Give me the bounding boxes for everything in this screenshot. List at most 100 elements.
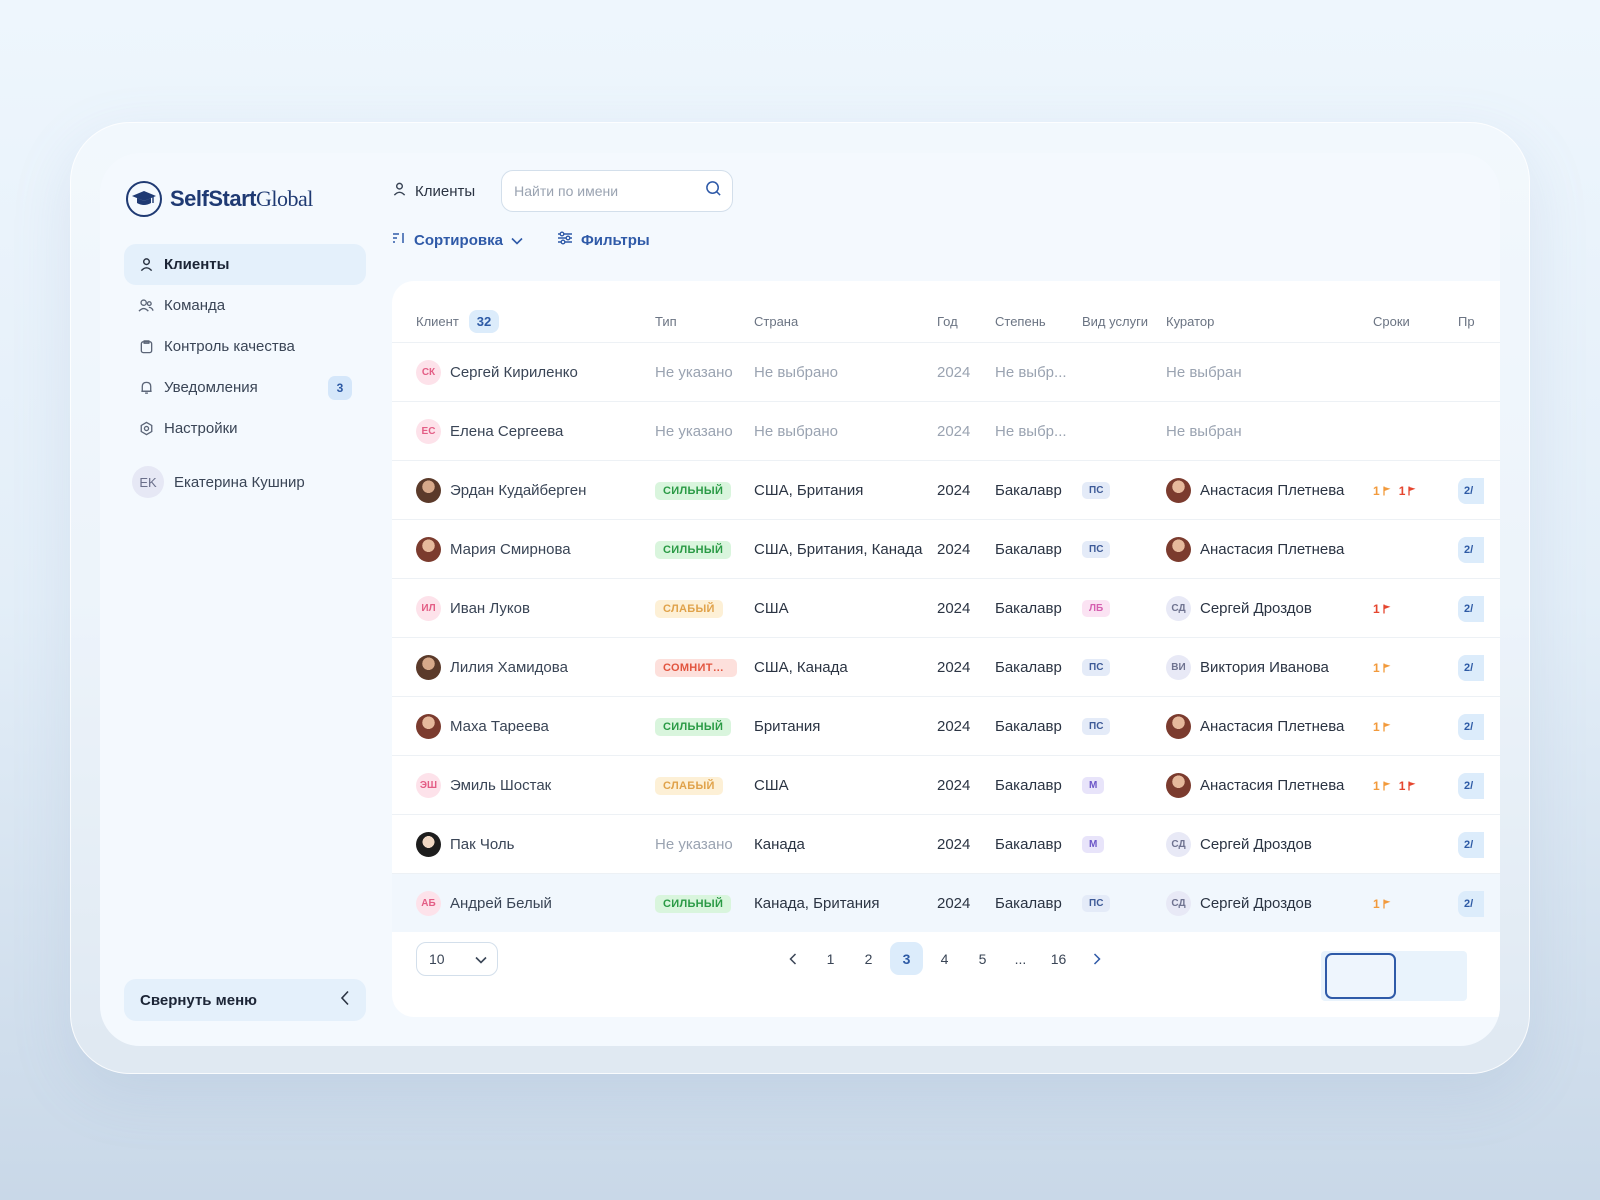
client-name[interactable]: Эрдан Кудайберген <box>450 482 587 499</box>
column-service[interactable]: Вид услуги <box>1082 313 1149 329</box>
client-name[interactable]: Пак Чоль <box>450 836 515 853</box>
curator-cell[interactable]: СД Сергей Дроздов <box>1166 579 1312 638</box>
prev-page-button[interactable] <box>776 942 809 975</box>
page-button[interactable]: 5 <box>978 950 987 967</box>
year-cell: 2024 <box>937 541 971 558</box>
progress-badge: 2/ <box>1458 772 1484 799</box>
current-user[interactable]: EK Екатерина Кушнир <box>132 466 305 498</box>
table-header: Клиент 32 Тип Страна Год Степень Вид усл… <box>392 303 1500 339</box>
client-cell[interactable]: СК Сергей Кириленко <box>416 343 578 402</box>
curator-cell[interactable]: Анастасия Плетнева <box>1166 461 1344 520</box>
sort-button[interactable]: Сортировка <box>392 231 523 249</box>
per-page-select[interactable]: 10 <box>416 942 498 976</box>
column-type[interactable]: Тип <box>655 313 677 329</box>
curator-cell[interactable]: Не выбран <box>1166 402 1242 461</box>
client-name[interactable]: Иван Луков <box>450 600 530 617</box>
next-page-button[interactable] <box>1080 942 1113 975</box>
client-cell[interactable]: Пак Чоль <box>416 815 514 874</box>
curator-cell[interactable]: Анастасия Плетнева <box>1166 756 1344 815</box>
table-row[interactable]: Эрдан Кудайберген СИЛЬНЫЙ США, Британия 202… <box>392 460 1500 519</box>
view-toggle-selected[interactable] <box>1325 953 1396 999</box>
client-name[interactable]: Елена Сергеева <box>450 423 564 440</box>
sidebar-nav: Клиенты Команда Контроль качества Уведом… <box>124 244 366 449</box>
sidebar-item-label: Уведомления <box>164 379 258 396</box>
curator-cell[interactable]: ВИ Виктория Иванова <box>1166 638 1329 697</box>
table-row[interactable]: ЭШ Эмиль Шостак СЛАБЫЙ США 2024 Бакалавр М Анас… <box>392 755 1500 814</box>
sidebar-item-team[interactable]: Команда <box>124 285 366 326</box>
column-terms[interactable]: Сроки <box>1373 313 1410 329</box>
curator-name: Анастасия Плетнева <box>1200 718 1345 735</box>
deadline-flag: 1 <box>1373 484 1391 498</box>
client-cell[interactable]: Мария Смирнова <box>416 520 571 579</box>
sidebar-item-settings[interactable]: Настройки <box>124 408 366 449</box>
degree-cell: Не выбр... <box>995 364 1067 381</box>
curator-cell[interactable]: Анастасия Плетнева <box>1166 697 1344 756</box>
flag-icon <box>1383 663 1391 672</box>
type-tag: СЛАБЫЙ <box>655 599 723 618</box>
curator-cell[interactable]: СД Сергей Дроздов <box>1166 874 1312 933</box>
table-row[interactable]: Мария Смирнова СИЛЬНЫЙ США, Британия, Кана… <box>392 519 1500 578</box>
client-cell[interactable]: ЭШ Эмиль Шостак <box>416 756 551 815</box>
sidebar-item-clients[interactable]: Клиенты <box>124 244 366 285</box>
gear-icon <box>138 421 154 437</box>
avatar: СД <box>1166 891 1191 916</box>
column-curator[interactable]: Куратор <box>1166 313 1215 329</box>
sidebar-item-label: Контроль качества <box>164 338 295 355</box>
client-name[interactable]: Мария Смирнова <box>450 541 571 558</box>
collapse-menu-button[interactable]: Свернуть меню <box>124 979 366 1021</box>
view-toggle-widget[interactable] <box>1321 951 1467 1001</box>
degree-cell: Бакалавр <box>995 718 1062 735</box>
page-button[interactable]: 4 <box>940 950 949 967</box>
column-pr[interactable]: Пр <box>1458 313 1475 329</box>
terms-cell: 1 <box>1373 579 1391 638</box>
table-body: СК Сергей Кириленко Не указано Не выбрано 20… <box>392 342 1500 932</box>
page-button[interactable]: 1 <box>826 950 835 967</box>
table-row[interactable]: СК Сергей Кириленко Не указано Не выбрано 20… <box>392 342 1500 401</box>
table-row[interactable]: Маха Тареева СИЛЬНЫЙ Британия 2024 Бакалавр П… <box>392 696 1500 755</box>
table-row[interactable]: ЕС Елена Сергеева Не указано Не выбрано 2024… <box>392 401 1500 460</box>
degree-cell: Бакалавр <box>995 895 1062 912</box>
table-row[interactable]: Пак Чоль Не указано Канада 2024 Бакалавр М СД С… <box>392 814 1500 873</box>
sidebar-item-quality-control[interactable]: Контроль качества <box>124 326 366 367</box>
degree-cell: Бакалавр <box>995 659 1062 676</box>
column-country[interactable]: Страна <box>754 313 799 329</box>
search-box[interactable] <box>501 170 734 212</box>
curator-name: Сергей Дроздов <box>1200 600 1312 617</box>
curator-cell[interactable]: Анастасия Плетнева <box>1166 520 1344 579</box>
search-input[interactable] <box>514 183 695 199</box>
year-cell: 2024 <box>937 895 971 912</box>
clients-count-badge: 32 <box>468 309 500 333</box>
page-button[interactable]: 16 <box>1050 950 1067 967</box>
client-name[interactable]: Лилия Хамидова <box>450 659 568 676</box>
client-cell[interactable]: Маха Тареева <box>416 697 549 756</box>
client-name[interactable]: Андрей Белый <box>450 895 552 912</box>
table-row[interactable]: ИЛ Иван Луков СЛАБЫЙ США 2024 Бакалавр ЛБ СД Сер… <box>392 578 1500 637</box>
client-name[interactable]: Эмиль Шостак <box>450 777 552 794</box>
client-name[interactable]: Сергей Кириленко <box>450 364 578 381</box>
search-icon[interactable] <box>705 180 722 202</box>
client-name[interactable]: Маха Тареева <box>450 718 549 735</box>
curator-cell[interactable]: Не выбран <box>1166 343 1242 402</box>
client-cell[interactable]: Лилия Хамидова <box>416 638 568 697</box>
page-button[interactable]: 2 <box>864 950 873 967</box>
service-tag: М <box>1082 777 1105 794</box>
logo[interactable]: SelfStartGlobal <box>126 181 313 217</box>
filter-button[interactable]: Фильтры <box>557 231 650 249</box>
curator-cell[interactable]: СД Сергей Дроздов <box>1166 815 1312 874</box>
column-degree[interactable]: Степень <box>995 313 1046 329</box>
client-cell[interactable]: ИЛ Иван Луков <box>416 579 530 638</box>
client-cell[interactable]: ЕС Елена Сергеева <box>416 402 563 461</box>
page-button-current[interactable]: 3 <box>890 942 923 975</box>
client-cell[interactable]: АБ Андрей Белый <box>416 874 552 933</box>
column-client[interactable]: Клиент 32 <box>416 309 500 333</box>
deadline-flag: 1 <box>1373 897 1391 911</box>
degree-cell: Бакалавр <box>995 777 1062 794</box>
service-tag: ПС <box>1082 482 1111 499</box>
column-year[interactable]: Год <box>937 313 958 329</box>
sidebar-item-label: Настройки <box>164 420 238 437</box>
sidebar-item-notifications[interactable]: Уведомления 3 <box>124 367 366 408</box>
per-page-value: 10 <box>429 951 445 967</box>
table-row[interactable]: АБ Андрей Белый СИЛЬНЫЙ Канада, Британия 202… <box>392 873 1500 932</box>
table-row[interactable]: Лилия Хамидова СОМНИТЕЛЬНЫЙ США, Канада 202… <box>392 637 1500 696</box>
client-cell[interactable]: Эрдан Кудайберген <box>416 461 586 520</box>
